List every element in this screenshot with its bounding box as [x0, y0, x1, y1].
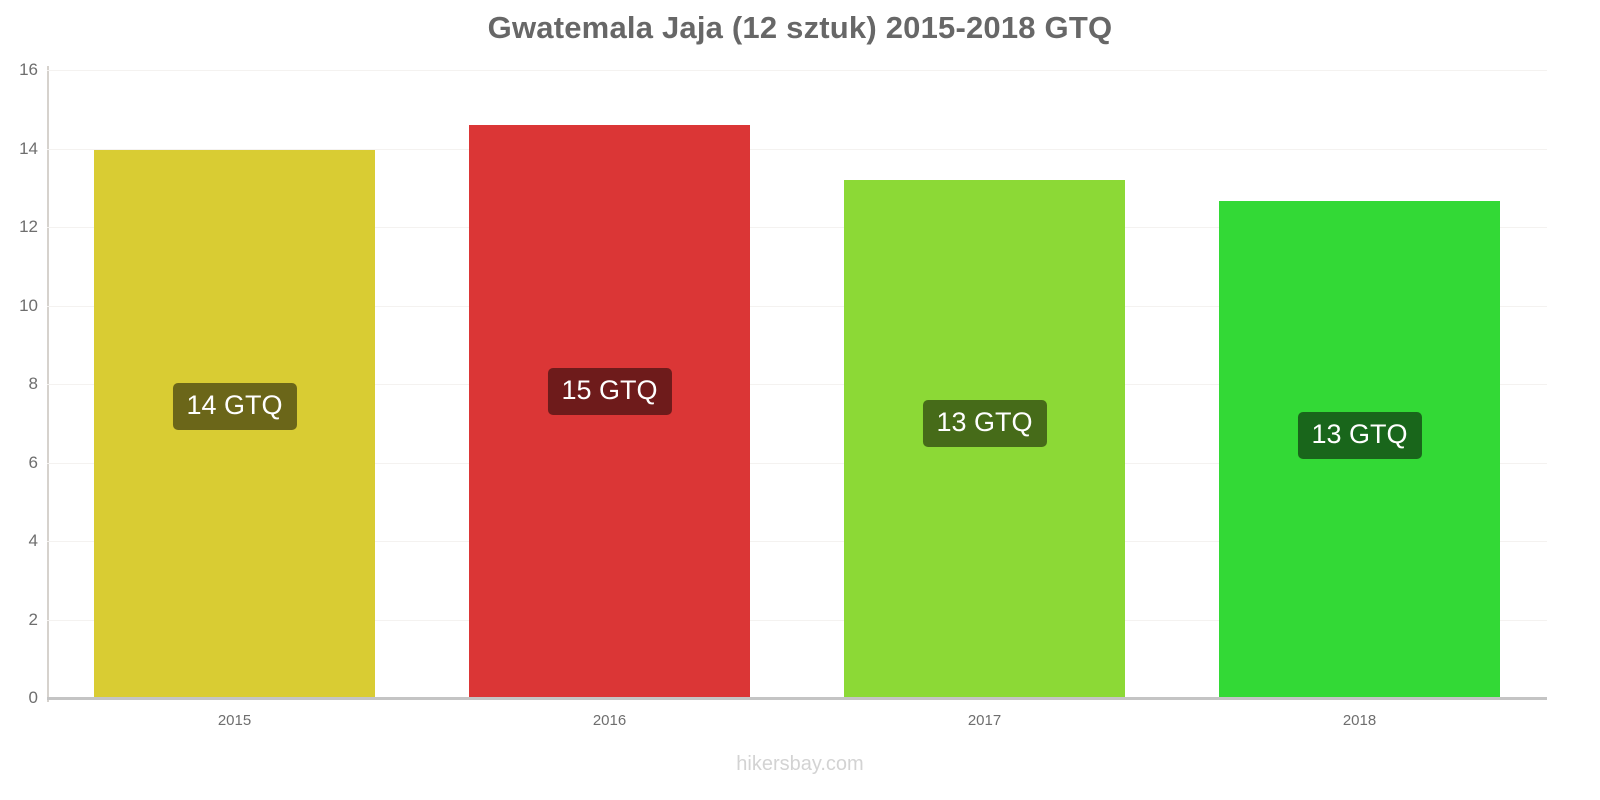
bar[interactable]: 14 GTQ — [94, 150, 375, 698]
x-axis-tick-label: 2018 — [1342, 712, 1377, 729]
y-axis-tick-label: 10 — [19, 295, 38, 315]
y-axis-tick-label: 0 — [28, 688, 38, 707]
y-axis-tick-labels: 0 2 4 6 8 10 12 14 16 — [0, 60, 38, 707]
x-axis-tick-label: 2015 — [217, 712, 252, 729]
x-axis-line — [47, 697, 1547, 700]
gridline — [47, 462, 1547, 464]
gridline — [47, 148, 1547, 150]
gridline — [47, 541, 1547, 542]
y-axis-tick-label: 16 — [19, 60, 38, 79]
plot-area: 14 GTQ 15 GTQ 13 GTQ 13 GTQ — [47, 70, 1547, 699]
x-axis-tick-label: 2017 — [967, 712, 1002, 729]
gridline — [47, 619, 1547, 621]
bar-value-label: 15 GTQ — [547, 368, 672, 416]
gridline — [47, 305, 1547, 307]
y-axis-tick-label: 14 — [19, 138, 38, 158]
y-axis-tick-label: 2 — [28, 609, 38, 629]
bar-value-label: 13 GTQ — [922, 400, 1047, 448]
x-axis-tick-label: 2016 — [592, 712, 627, 729]
bar[interactable]: 15 GTQ — [469, 124, 750, 698]
y-axis-tick-label: 4 — [28, 531, 38, 550]
y-axis-tick-label: 12 — [19, 217, 38, 236]
bar-value-label: 13 GTQ — [1297, 412, 1422, 460]
gridline — [47, 384, 1547, 385]
bar-value-label: 14 GTQ — [172, 383, 297, 431]
y-axis-tick-label: 8 — [28, 374, 38, 393]
chart-title: Gwatemala Jaja (12 sztuk) 2015-2018 GTQ — [487, 10, 1113, 45]
bar[interactable]: 13 GTQ — [844, 179, 1125, 698]
bar[interactable]: 13 GTQ — [1219, 200, 1500, 698]
gridline — [47, 227, 1547, 228]
footer-credit: hikersbay.com — [736, 753, 864, 775]
gridline — [47, 70, 1547, 71]
y-axis-tick-label: 6 — [28, 452, 38, 472]
